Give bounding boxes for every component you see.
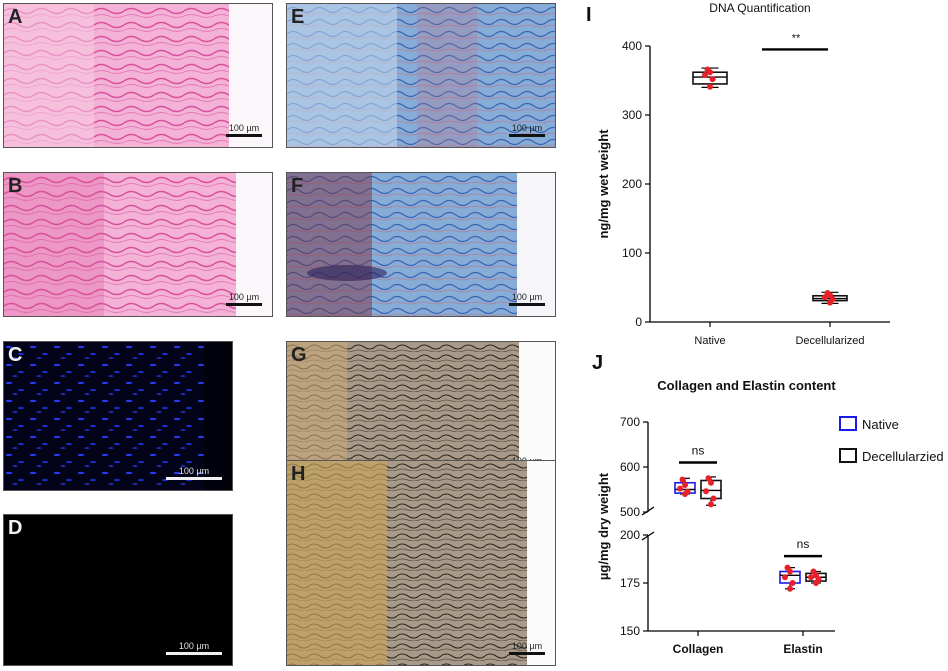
axis-break-mark (641, 506, 655, 516)
y-tick-label: 200 (622, 177, 642, 191)
panel-label: G (291, 344, 307, 366)
y-tick-label: 700 (620, 415, 640, 429)
tissue-image-h (287, 461, 555, 665)
data-point (702, 71, 708, 78)
data-point (684, 488, 691, 495)
y-tick-label: 400 (622, 39, 642, 53)
panel-g-vvg-native: G 100 µm (286, 341, 556, 481)
fluorescence-image-c (4, 342, 232, 490)
y-tick-label: 500 (620, 505, 640, 519)
panel-label: A (8, 6, 23, 28)
tissue-image-a (4, 4, 272, 147)
legend-swatch (839, 416, 857, 431)
data-point (782, 574, 788, 581)
scale-bar-label: 100 µm (228, 123, 260, 133)
x-tick-label: Collagen (673, 642, 724, 656)
panel-a-he-native: A 100 µm (3, 3, 273, 148)
x-tick-label: Native (694, 335, 725, 347)
y-tick-label: 200 (620, 528, 640, 542)
data-point (679, 476, 686, 483)
panel-label-j: J (592, 352, 604, 374)
axis-break-mark (641, 531, 655, 541)
y-tick-label: 150 (620, 624, 640, 638)
data-point (784, 564, 791, 571)
data-point (707, 83, 713, 90)
y-tick-label: 175 (620, 576, 640, 590)
data-point (810, 568, 817, 575)
data-point (789, 580, 796, 586)
panel-label: F (291, 175, 304, 197)
panel-label: E (291, 6, 305, 28)
panel-f-masson-decell: F 100 µm (286, 172, 556, 317)
scale-bar: 100 µm (509, 641, 545, 655)
y-tick-label: 0 (635, 315, 642, 329)
chart-dna-quantification: DNA Quantification 0 100 200 300 400 ng/mg wet… (596, 1, 890, 347)
data-point (704, 66, 711, 73)
data-point (682, 482, 688, 488)
panel-h-vvg-decell: H 100 µm (286, 460, 556, 666)
scale-bar-label: 100 µm (228, 292, 260, 302)
x-tick-label: Elastin (783, 642, 822, 656)
data-point (677, 485, 683, 492)
significance-label: ns (692, 444, 705, 458)
chart-title: Collagen and Elastin content (657, 378, 836, 393)
panel-b-he-decell: B 100 µm (3, 172, 273, 317)
data-point (708, 501, 714, 508)
scale-bar: 100 µm (166, 641, 222, 655)
legend-label: Decellularzied (862, 449, 944, 464)
scale-bar-label: 100 µm (511, 641, 543, 651)
chart-title: DNA Quantification (709, 1, 810, 15)
chart-collagen-elastin: Collagen and Elastin content 500 600 700 150… (596, 378, 944, 656)
legend-label: Native (862, 417, 899, 432)
panel-c-dapi-native: C 100 µm (3, 341, 233, 491)
scale-bar: 100 µm (226, 123, 262, 137)
y-axis-label: µg/mg dry weight (596, 472, 611, 580)
tissue-image-g (287, 342, 555, 480)
scale-bar-label: 100 µm (511, 292, 543, 302)
scale-bar: 100 µm (509, 123, 545, 137)
significance-label: ns (797, 537, 810, 551)
y-tick-label: 100 (622, 246, 642, 260)
scale-bar-label: 100 µm (178, 466, 210, 476)
panel-d-dapi-decell: D 100 µm (3, 514, 233, 666)
panel-label: C (8, 344, 23, 366)
panel-label: B (8, 175, 23, 197)
scale-bar-label: 100 µm (511, 123, 543, 133)
panel-e-masson-native: E 100 µm (286, 3, 556, 148)
data-point (703, 488, 709, 495)
panel-label: D (8, 517, 23, 539)
x-tick-label: Decellularized (795, 335, 864, 347)
scale-bar: 100 µm (226, 292, 262, 306)
panel-label: H (291, 463, 306, 485)
data-point (705, 475, 712, 482)
scale-bar: 100 µm (166, 466, 222, 480)
data-point (787, 585, 793, 592)
data-point (709, 76, 716, 83)
significance-label: ** (792, 32, 801, 44)
y-axis-label: ng/mg wet weight (596, 129, 611, 239)
tissue-image-b (4, 173, 272, 316)
tissue-image-f (287, 173, 555, 316)
data-point (708, 479, 714, 486)
data-point (710, 495, 717, 502)
scale-bar: 100 µm (509, 292, 545, 306)
scale-bar-label: 100 µm (178, 641, 210, 651)
tissue-image-e (287, 4, 555, 147)
data-point (824, 290, 831, 297)
y-tick-label: 600 (620, 460, 640, 474)
data-point (808, 574, 814, 581)
y-tick-label: 300 (622, 108, 642, 122)
panel-label-i: I (586, 4, 592, 26)
legend-swatch (839, 448, 857, 463)
